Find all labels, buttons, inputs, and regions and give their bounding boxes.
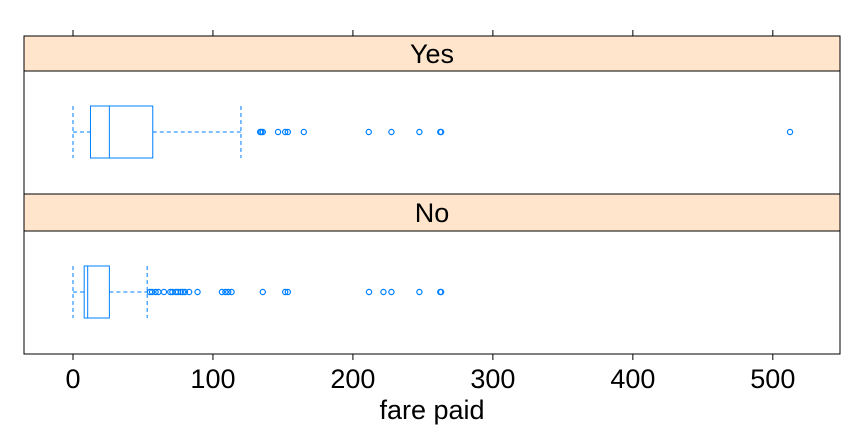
bottom-ticks: 0 100 200 300 400 500	[65, 354, 795, 394]
top-ticks	[72, 30, 774, 36]
tick-label: 500	[750, 364, 795, 394]
outlier-no	[259, 288, 266, 296]
outlier-yes	[300, 128, 307, 136]
outlier-no	[152, 288, 159, 296]
outlier-no	[179, 288, 187, 296]
outlier-no	[388, 288, 395, 296]
iqr-box-no	[83, 265, 110, 319]
panel-yes	[23, 70, 841, 195]
tick-label: 100	[190, 364, 235, 394]
outlier-no	[228, 288, 235, 296]
outlier-yes	[259, 128, 266, 136]
box-no	[72, 265, 445, 319]
outlier-no	[225, 288, 232, 296]
outlier-yes	[365, 128, 372, 136]
outlier-no	[416, 288, 423, 296]
outlier-no	[284, 288, 292, 296]
outlier-no	[365, 288, 373, 296]
outlier-no	[177, 288, 184, 296]
tick-label: 200	[330, 364, 375, 394]
outlier-yes	[437, 128, 445, 136]
outlier-yes	[281, 128, 289, 136]
outlier-no	[437, 288, 445, 296]
outlier-no	[160, 288, 168, 296]
strip-label-no: No	[415, 198, 450, 228]
outlier-no	[218, 288, 226, 296]
outlier-yes	[388, 128, 395, 136]
outlier-yes	[284, 128, 292, 136]
strip-label-yes: Yes	[410, 39, 454, 69]
outlier-no	[181, 288, 189, 296]
outlier-no	[148, 288, 156, 296]
iqr-box-yes	[89, 105, 154, 159]
outlier-no	[380, 288, 387, 296]
outlier-no	[194, 288, 201, 296]
outlier-yes	[416, 128, 423, 136]
tick-label: 0	[65, 364, 80, 394]
box-yes	[72, 105, 794, 159]
panel-no	[23, 230, 841, 355]
x-axis-label: fare paid	[379, 395, 484, 425]
strip-yes	[23, 35, 841, 72]
outlier-no	[281, 288, 289, 296]
tick-label: 300	[470, 364, 515, 394]
outlier-no	[222, 288, 229, 296]
outlier-no	[185, 288, 193, 296]
outlier-yes	[786, 128, 794, 136]
tick-label: 400	[610, 364, 655, 394]
strip-no	[23, 193, 841, 232]
outlier-yes	[274, 128, 282, 136]
